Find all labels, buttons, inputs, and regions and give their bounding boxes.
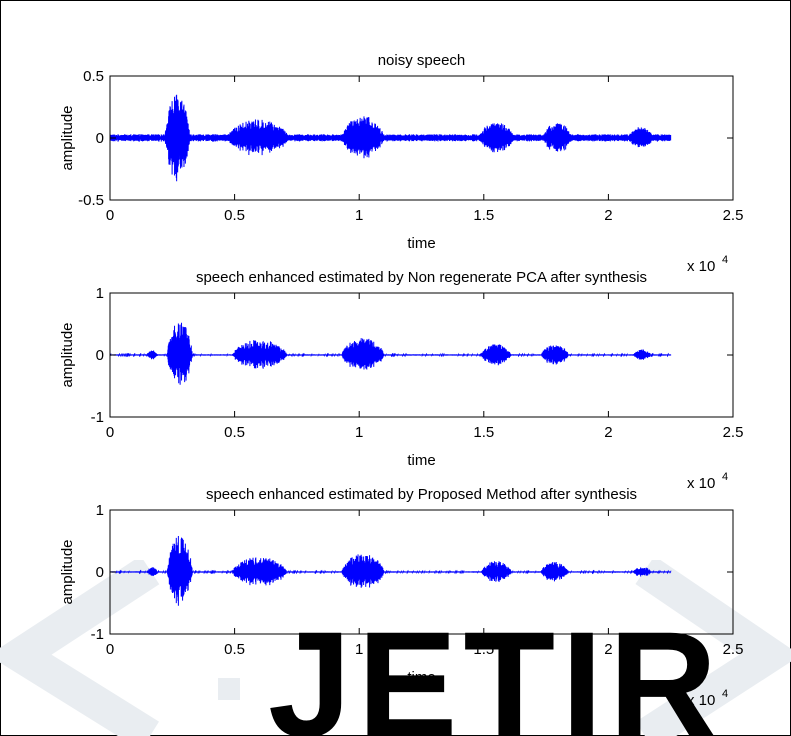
x-multiplier-exponent: 4 [722, 688, 728, 700]
x-axis-label: time [407, 669, 435, 686]
y-axis-label: amplitude [59, 322, 76, 387]
x-tick-label: 1.5 [473, 424, 494, 441]
x-tick-label: 2.5 [723, 207, 744, 224]
y-tick-label: 0 [96, 130, 104, 147]
x-multiplier-label: x 10 [687, 692, 715, 709]
x-tick-label: 1 [355, 207, 363, 224]
x-tick-label: 2 [604, 641, 612, 658]
y-tick-label: 0.5 [83, 68, 104, 85]
y-tick-label: -1 [91, 626, 104, 643]
x-multiplier-exponent: 4 [722, 471, 728, 483]
watermark-dot [218, 678, 240, 700]
x-tick-label: 1 [355, 641, 363, 658]
watermark-text: JETIR [268, 600, 723, 736]
x-axis-label: time [407, 235, 435, 252]
x-multiplier-label: x 10 [687, 258, 715, 275]
x-multiplier-exponent: 4 [722, 254, 728, 266]
y-tick-label: -0.5 [78, 192, 104, 209]
x-tick-label: 0.5 [224, 207, 245, 224]
y-tick-label: 1 [96, 502, 104, 519]
x-tick-label: 0 [106, 424, 114, 441]
x-axis-label: time [407, 452, 435, 469]
subplot-title: speech enhanced estimated by Non regener… [196, 269, 647, 286]
x-tick-label: 2.5 [723, 641, 744, 658]
y-tick-label: 0 [96, 347, 104, 364]
x-tick-label: 1 [355, 424, 363, 441]
watermark-left-chevron [0, 560, 160, 736]
waveform-series [109, 94, 672, 182]
y-tick-label: -1 [91, 409, 104, 426]
x-tick-label: 0.5 [224, 424, 245, 441]
x-multiplier-label: x 10 [687, 475, 715, 492]
x-tick-label: 1.5 [473, 641, 494, 658]
waveform-series [109, 322, 672, 385]
x-tick-label: 1.5 [473, 207, 494, 224]
y-tick-label: 0 [96, 564, 104, 581]
x-tick-label: 2.5 [723, 424, 744, 441]
subplot-title: noisy speech [378, 52, 466, 69]
x-tick-label: 2 [604, 424, 612, 441]
y-tick-label: 1 [96, 285, 104, 302]
waveform-series [109, 535, 672, 606]
y-axis-label: amplitude [59, 105, 76, 170]
x-tick-label: 2 [604, 207, 612, 224]
x-tick-label: 0.5 [224, 641, 245, 658]
y-axis-label: amplitude [59, 539, 76, 604]
x-tick-label: 0 [106, 641, 114, 658]
subplot-title: speech enhanced estimated by Proposed Me… [206, 486, 637, 503]
watermark-right-chevron [635, 560, 791, 736]
jetir-watermark: JETIR [0, 560, 791, 736]
x-tick-label: 0 [106, 207, 114, 224]
